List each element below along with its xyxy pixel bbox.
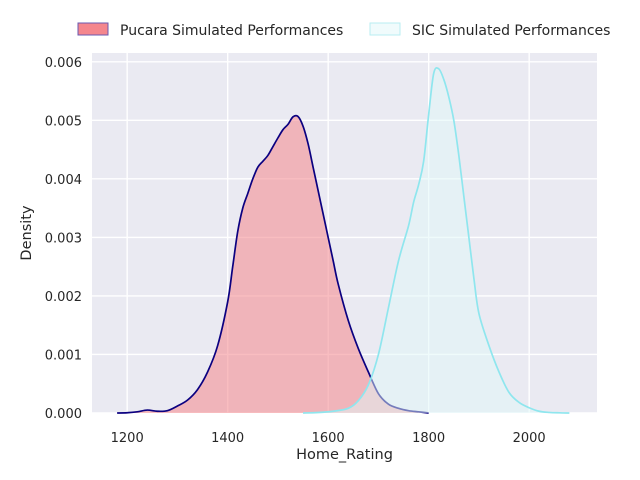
y-axis-ticks: 0.000 0.001 0.002 0.003 0.004 0.005 0.006 [45, 56, 82, 422]
legend-label-pucara: Pucara Simulated Performances [120, 23, 343, 39]
y-tick-label: 0.004 [45, 173, 82, 188]
x-tick-label: 2000 [513, 431, 546, 446]
series-0-line [117, 114, 429, 414]
y-axis-label: Density [19, 205, 35, 261]
series-1-line [303, 67, 570, 414]
y-tick-label: 0.002 [45, 290, 82, 305]
x-axis-label: Home_Rating [296, 447, 393, 463]
legend-swatch-sic [369, 22, 401, 36]
series-0-area [117, 115, 429, 413]
x-tick-label: 1200 [111, 431, 144, 446]
grid-lines [92, 53, 597, 414]
x-tick-label: 1800 [412, 431, 445, 446]
x-tick-label: 1600 [312, 431, 345, 446]
y-tick-label: 0.001 [45, 348, 82, 363]
legend-swatch-pucara [77, 22, 109, 36]
y-tick-label: 0.005 [45, 114, 82, 129]
series-1-area [303, 67, 570, 413]
legend-label-sic: SIC Simulated Performances [412, 23, 610, 39]
y-tick-label: 0.000 [45, 407, 82, 422]
y-tick-label: 0.003 [45, 231, 82, 246]
x-tick-label: 1400 [211, 431, 244, 446]
x-axis-ticks: 1200 1400 1600 1800 2000 [111, 431, 546, 446]
y-tick-label: 0.006 [45, 56, 82, 71]
series-layer [117, 67, 570, 414]
legend: Pucara Simulated Performances SIC Simula… [77, 22, 610, 39]
